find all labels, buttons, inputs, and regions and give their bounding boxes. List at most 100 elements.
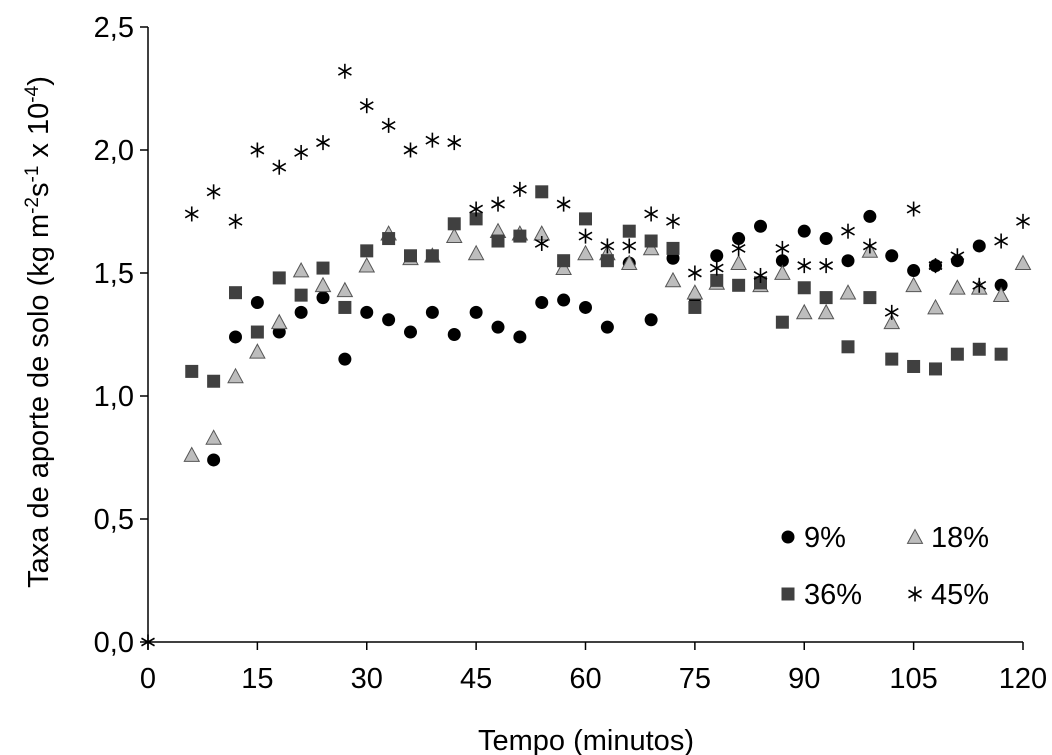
legend-label: 18%: [931, 522, 989, 554]
data-point: [141, 634, 155, 650]
data-point: [666, 213, 680, 229]
data-point: [292, 261, 310, 278]
legend-label: 9%: [804, 522, 846, 554]
data-point: [207, 453, 221, 467]
marker-stroke: [731, 243, 746, 253]
data-point: [644, 234, 658, 248]
data-point: [467, 244, 485, 261]
y-tick-label: 0,5: [94, 504, 134, 536]
marker-stroke: [709, 263, 724, 273]
data-point: [862, 238, 877, 254]
data-point: [294, 305, 308, 319]
y-tick-label: 2,0: [94, 135, 134, 167]
y-axis-title: Taxa de aporte de solo (kg m-2s-1 x 10-4…: [22, 76, 55, 588]
data-point: [183, 446, 201, 462]
data-point: [206, 184, 221, 200]
marker-stroke: [206, 187, 221, 197]
data-point: [358, 257, 376, 273]
data-point: [600, 254, 614, 268]
data-point: [949, 279, 966, 295]
data-point: [360, 244, 374, 258]
y-tick-label: 1,5: [94, 258, 134, 290]
x-tick-label: 90: [788, 663, 820, 695]
data-point: [555, 259, 572, 275]
marker-stroke: [491, 199, 505, 209]
marker-stroke: [1016, 216, 1030, 226]
marker-stroke: [994, 236, 1009, 246]
data-point: [884, 304, 899, 320]
data-point: [404, 249, 417, 263]
data-point: [425, 132, 440, 148]
data-point: [644, 206, 659, 222]
marker-stroke: [294, 148, 309, 157]
legend-marker: [908, 586, 922, 602]
data-point: [250, 325, 264, 339]
data-point: [906, 201, 921, 217]
data-point: [732, 278, 746, 292]
data-point: [775, 254, 789, 268]
legend-item: 45%: [908, 579, 989, 611]
marker-stroke: [753, 271, 768, 280]
data-point: [841, 254, 855, 268]
marker-stroke: [556, 199, 571, 209]
data-point: [338, 352, 352, 366]
marker-stroke: [884, 307, 899, 317]
data-point: [469, 305, 483, 319]
data-point: [338, 300, 352, 314]
data-point: [883, 313, 901, 330]
legend-item: 9%: [781, 522, 846, 554]
marker-stroke: [972, 280, 987, 290]
data-point: [557, 254, 571, 268]
data-point: [469, 212, 483, 226]
y-axis-title-part: s: [23, 182, 55, 197]
y-axis-title-part: x 10: [23, 103, 55, 166]
marker-stroke: [666, 216, 680, 226]
data-point: [819, 291, 833, 305]
data-point: [535, 185, 549, 199]
marker-stroke: [534, 239, 549, 248]
x-tick-label: 15: [241, 663, 273, 695]
data-point: [382, 232, 396, 246]
marker-stroke: [687, 268, 702, 278]
data-point: [425, 249, 439, 263]
data-point: [753, 267, 768, 283]
data-point: [972, 342, 986, 356]
data-point: [578, 228, 593, 244]
marker-stroke: [337, 66, 352, 76]
marker-stroke: [906, 204, 921, 214]
marker-stroke: [578, 231, 593, 241]
data-point: [972, 277, 987, 293]
y-tick-label: 2,5: [94, 12, 134, 44]
data-point: [336, 281, 354, 298]
data-point: [664, 271, 682, 288]
marker-stroke: [381, 120, 396, 130]
data-point: [731, 240, 746, 256]
marker-stroke: [250, 145, 265, 155]
data-point: [710, 249, 724, 263]
data-point: [425, 305, 439, 319]
data-point: [447, 135, 462, 151]
data-point: [207, 374, 221, 388]
data-point: [994, 347, 1008, 361]
data-point: [928, 258, 943, 274]
data-point: [360, 305, 374, 319]
data-point: [491, 196, 505, 212]
x-tick-label: 120: [999, 663, 1047, 695]
data-point: [534, 235, 549, 251]
x-axis-title: Tempo (minutos): [478, 725, 694, 755]
data-point: [797, 281, 811, 295]
data-point: [205, 429, 222, 445]
data-point: [404, 325, 417, 339]
series-36pct: [185, 185, 1008, 388]
data-point: [620, 254, 638, 271]
data-point: [622, 238, 637, 254]
data-point: [228, 213, 243, 229]
marker-stroke: [447, 138, 462, 148]
data-point: [447, 217, 461, 231]
marker-stroke: [403, 145, 418, 155]
data-point: [929, 362, 942, 376]
data-point: [666, 241, 680, 255]
x-tick-label: 45: [460, 663, 492, 695]
data-point: [579, 212, 592, 226]
x-tick-label: 0: [140, 663, 156, 695]
